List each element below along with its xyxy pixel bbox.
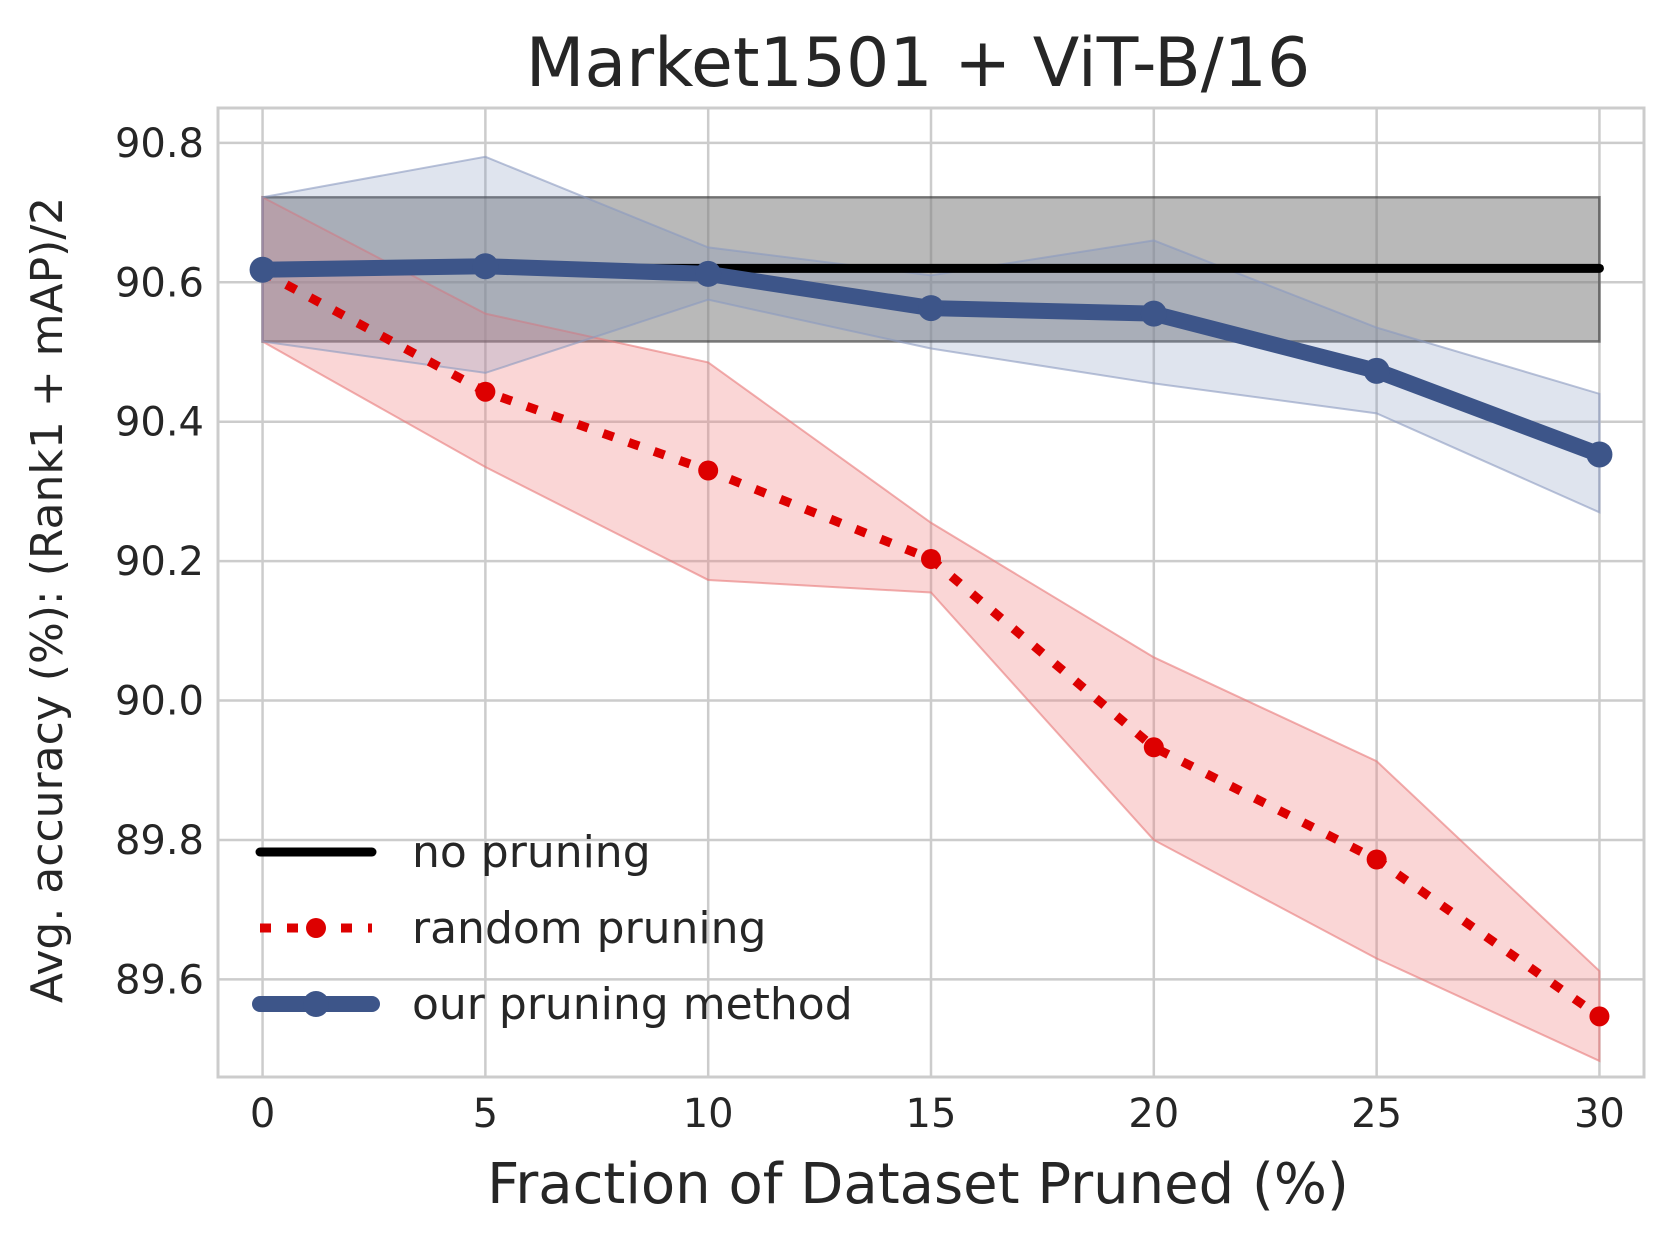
x-tick-label: 0 [250,1091,275,1137]
point-random-pruning [475,381,496,402]
plot-frame [216,106,1646,1079]
legend-marker [306,918,326,938]
y-tick-label: 90.6 [115,260,204,306]
confidence-bands [261,155,1601,1063]
tick-labels: 0 5 10 15 20 25 30 89.6 89.8 90.0 90.2 90.4 90.6 90.8 [115,121,1625,1137]
point-our-pruning-method [1140,300,1167,327]
legend-label: our pruning method [412,979,853,1030]
x-tick-label: 20 [1128,1091,1179,1137]
y-tick-label: 90.8 [115,121,204,167]
y-tick-label: 90.2 [115,539,204,585]
chart-title: Market1501 + ViT-B/16 [526,24,1310,103]
legend-label: no pruning [412,827,651,878]
legend-label: random pruning [412,903,766,954]
y-tick-label: 90.0 [115,679,204,725]
x-tick-label: 10 [683,1091,734,1137]
point-random-pruning [698,460,719,481]
x-tick-label: 5 [473,1091,498,1137]
point-random-pruning [921,549,941,570]
y-tick-label: 90.4 [115,400,204,446]
y-axis-title: Avg. accuracy (%): (Rank1 + mAP)/2 [22,197,73,1003]
point-our-pruning-method [695,260,722,287]
y-tick-label: 89.8 [115,818,204,864]
x-tick-label: 15 [906,1091,957,1137]
point-our-pruning-method [918,295,944,322]
point-random-pruning [1366,849,1387,870]
x-tick-label: 30 [1574,1091,1625,1137]
band-random-pruning [261,195,1601,1063]
point-our-pruning-method [249,256,276,283]
legend-marker [303,991,329,1017]
y-tick-label: 89.6 [115,957,204,1003]
band-our-pruning-method [261,155,1601,514]
point-random-pruning [1143,737,1164,758]
point-our-pruning-method [1363,357,1390,384]
x-tick-label: 25 [1351,1091,1402,1137]
point-our-pruning-method [472,253,499,280]
x-axis-title: Fraction of Dataset Pruned (%) [487,1152,1349,1217]
series-lines [249,253,1613,1027]
point-random-pruning [1589,1006,1610,1027]
legend: no pruning random pruning our pruning meth… [252,827,853,1030]
point-our-pruning-method [1586,441,1613,468]
